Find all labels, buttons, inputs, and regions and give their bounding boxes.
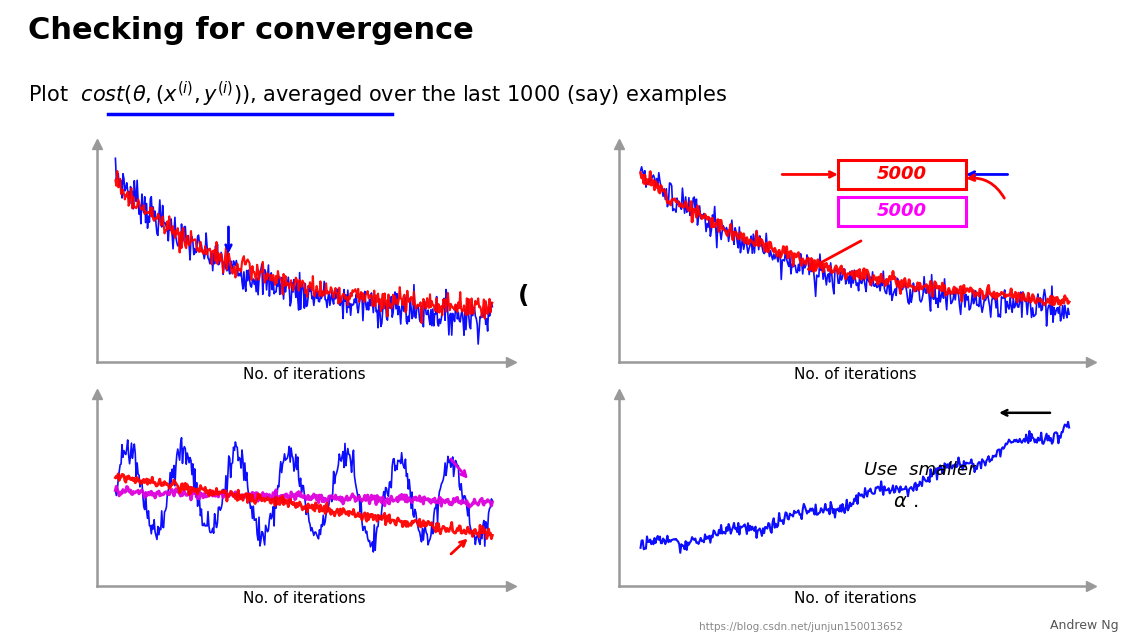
Text: Checking for convergence: Checking for convergence [28, 16, 474, 45]
Text: Plot  $\mathit{cost}(\theta, (x^{(i)}, y^{(i)}))$, averaged over the last 1000 (: Plot $\mathit{cost}(\theta, (x^{(i)}, y^… [28, 80, 728, 109]
Text: Use  smaller: Use smaller [864, 461, 976, 479]
X-axis label: No. of iterations: No. of iterations [794, 367, 916, 382]
Text: 5000: 5000 [877, 202, 927, 220]
Text: 5000: 5000 [877, 166, 927, 184]
Text: https://blog.csdn.net/junjun150013652: https://blog.csdn.net/junjun150013652 [699, 622, 903, 632]
FancyBboxPatch shape [838, 197, 966, 226]
X-axis label: No. of iterations: No. of iterations [243, 591, 365, 606]
Text: (: ( [517, 284, 528, 308]
X-axis label: No. of iterations: No. of iterations [794, 591, 916, 606]
Text: $\alpha$ .: $\alpha$ . [893, 492, 918, 511]
FancyBboxPatch shape [838, 160, 966, 189]
Text: Andrew Ng: Andrew Ng [1051, 620, 1119, 632]
X-axis label: No. of iterations: No. of iterations [243, 367, 365, 382]
